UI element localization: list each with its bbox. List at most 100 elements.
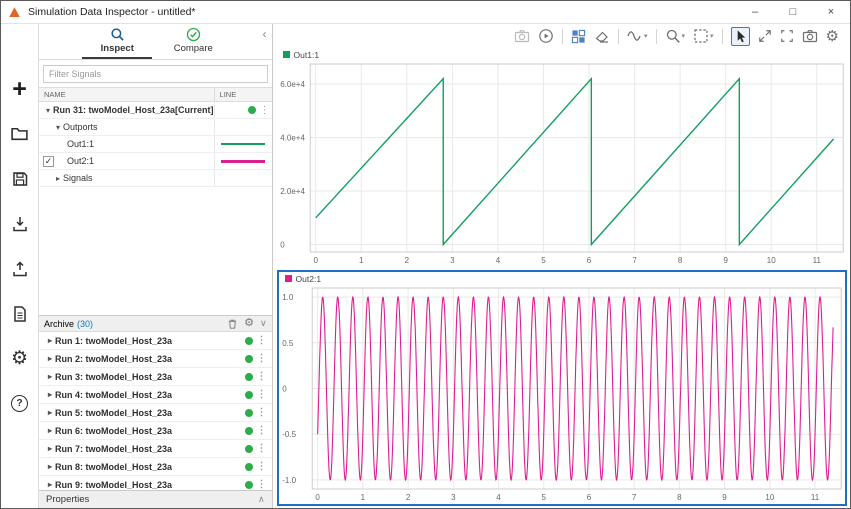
archive-run-label: Run 1: twoModel_Host_23a: [55, 335, 173, 346]
trash-icon[interactable]: [227, 318, 238, 330]
preferences-button[interactable]: ⚙: [7, 346, 33, 371]
expand-caret-icon[interactable]: ▸: [47, 444, 52, 453]
subplot-out2-selected[interactable]: Out2:1 0 1 2 3 4 5 6 7 8 9 10 11 1.0 0.5 0 -0.5 -1.0: [276, 270, 847, 506]
signals-group-row[interactable]: ▸ Signals: [39, 170, 272, 187]
kebab-menu-icon[interactable]: ⋮: [256, 407, 267, 418]
plot-canvas-out1[interactable]: 0 1 2 3 4 5 6 7 8 9 10 11 0 2.0e+4 4.0e+4 6.0e+4: [277, 61, 847, 267]
filter-signals-input[interactable]: [43, 65, 268, 83]
maximize-plot-button[interactable]: [758, 29, 772, 43]
outports-label: Outports: [63, 122, 98, 132]
plot-legend: Out2:1: [279, 272, 845, 285]
minimize-button[interactable]: –: [751, 6, 759, 18]
kebab-menu-icon[interactable]: ⋮: [256, 335, 267, 346]
kebab-menu-icon[interactable]: ⋮: [256, 389, 267, 400]
archive-run-row[interactable]: ▸ Run 3: twoModel_Host_23a ⋮: [39, 368, 272, 386]
expand-caret-icon[interactable]: ▸: [47, 408, 52, 417]
archive-run-label: Run 8: twoModel_Host_23a: [55, 461, 173, 472]
expand-caret-icon[interactable]: ▸: [47, 462, 52, 471]
outports-group-row[interactable]: ▾ Outports: [39, 119, 272, 136]
open-button[interactable]: [7, 121, 33, 146]
archive-header[interactable]: Archive (30) ⚙ ∨: [39, 315, 272, 332]
import-button[interactable]: [7, 211, 33, 236]
close-button[interactable]: ×: [827, 6, 835, 18]
kebab-menu-icon[interactable]: ⋮: [256, 425, 267, 436]
pointer-button[interactable]: [730, 26, 750, 46]
add-button[interactable]: +: [7, 76, 33, 101]
plot-legend: Out1:1: [277, 48, 847, 61]
run-status-dot: [244, 390, 253, 399]
properties-expand-icon[interactable]: ∧: [257, 494, 265, 504]
run-status-dot: [244, 462, 253, 471]
maximize-button[interactable]: □: [789, 6, 797, 18]
kebab-menu-icon[interactable]: ⋮: [256, 479, 267, 490]
signal-out2-label: Out2:1: [67, 156, 95, 166]
archive-run-row[interactable]: ▸ Run 5: twoModel_Host_23a ⋮: [39, 404, 272, 422]
archive-run-row[interactable]: ▸ Run 8: twoModel_Host_23a ⋮: [39, 458, 272, 476]
archive-run-row[interactable]: ▸ Run 9: twoModel_Host_23a ⋮: [39, 476, 272, 490]
signal-row-out1[interactable]: Out1:1: [39, 136, 272, 153]
svg-text:-0.5: -0.5: [282, 430, 296, 439]
expand-caret-icon[interactable]: ▸: [47, 372, 52, 381]
titlebar[interactable]: Simulation Data Inspector - untitled* – …: [1, 1, 850, 24]
left-toolbar: + ⚙ ?: [1, 24, 39, 508]
out2-line-swatch: [221, 159, 266, 163]
toolbar-divider: [562, 28, 563, 44]
report-button[interactable]: [7, 301, 33, 326]
collapse-caret-icon[interactable]: ▾: [55, 122, 60, 132]
expand-caret-icon[interactable]: ▸: [47, 354, 52, 363]
archive-run-label: Run 9: twoModel_Host_23a: [55, 479, 173, 490]
collapse-panel-button[interactable]: ‹: [262, 27, 267, 41]
replay-button[interactable]: [538, 28, 554, 44]
archive-run-row[interactable]: ▸ Run 1: twoModel_Host_23a ⋮: [39, 332, 272, 350]
inspect-panel: Inspect Compare ‹ NAME LINE ▾ Run 31: tw…: [39, 24, 273, 508]
export-button[interactable]: [7, 256, 33, 281]
archive-run-row[interactable]: ▸ Run 7: twoModel_Host_23a ⋮: [39, 440, 272, 458]
signal-trace-button[interactable]: ▾: [627, 28, 648, 44]
svg-text:3: 3: [451, 493, 456, 502]
signal-checkbox[interactable]: ✓: [43, 156, 54, 167]
archive-settings-icon[interactable]: ⚙: [244, 317, 254, 329]
tab-inspect-label: Inspect: [100, 43, 134, 54]
archive-run-row[interactable]: ▸ Run 4: twoModel_Host_23a ⋮: [39, 386, 272, 404]
expand-caret-icon[interactable]: ▸: [47, 480, 52, 489]
archive-collapse-icon[interactable]: ∨: [259, 318, 267, 328]
collapse-caret-icon[interactable]: ▾: [45, 105, 50, 115]
archive-run-row[interactable]: ▸ Run 2: twoModel_Host_23a ⋮: [39, 350, 272, 368]
clear-plots-button[interactable]: [594, 28, 610, 44]
plot-canvas-out2[interactable]: 0 1 2 3 4 5 6 7 8 9 10 11 1.0 0.5 0 -0.5 -1.0: [279, 285, 845, 504]
plot-settings-button[interactable]: ⚙: [826, 29, 839, 44]
expand-caret-icon[interactable]: ▸: [47, 390, 52, 399]
svg-text:0.5: 0.5: [282, 339, 294, 348]
save-button[interactable]: [7, 166, 33, 191]
fit-to-view-button[interactable]: ▾: [693, 28, 714, 44]
properties-bar[interactable]: Properties ∧: [39, 490, 272, 508]
kebab-menu-icon[interactable]: ⋮: [256, 461, 267, 472]
tab-compare-label: Compare: [173, 43, 213, 54]
tab-inspect[interactable]: Inspect: [82, 27, 153, 59]
dropdown-caret-icon: ▾: [644, 33, 648, 40]
expand-caret-icon[interactable]: ▸: [55, 173, 60, 183]
snapshot-button[interactable]: [802, 28, 818, 44]
expand-caret-icon[interactable]: ▸: [47, 336, 52, 345]
run-row[interactable]: ▾ Run 31: twoModel_Host_23a[Current] ⋮: [39, 102, 272, 119]
signal-row-out2[interactable]: ✓ Out2:1: [39, 153, 272, 170]
expand-caret-icon[interactable]: ▸: [47, 426, 52, 435]
kebab-menu-icon[interactable]: ⋮: [259, 104, 270, 116]
archive-run-row[interactable]: ▸ Run 6: twoModel_Host_23a ⋮: [39, 422, 272, 440]
kebab-menu-icon[interactable]: ⋮: [256, 371, 267, 382]
fullscreen-button[interactable]: [780, 29, 794, 43]
kebab-menu-icon[interactable]: ⋮: [256, 353, 267, 364]
zoom-button[interactable]: ▾: [665, 28, 685, 44]
run-status-dot: [244, 372, 253, 381]
tab-compare[interactable]: Compare: [158, 27, 228, 59]
properties-label: Properties: [46, 494, 90, 505]
kebab-menu-icon[interactable]: ⋮: [256, 443, 267, 454]
help-button[interactable]: ?: [7, 391, 33, 416]
subplot-out1[interactable]: Out1:1 0 1 2 3 4 5 6 7 8 9 10 11 0 2.0e+4 4.0e+4 6.0e+4: [276, 48, 847, 267]
svg-text:2: 2: [405, 493, 410, 502]
svg-text:5: 5: [541, 256, 546, 265]
record-button[interactable]: [514, 28, 530, 44]
archive-run-label: Run 4: twoModel_Host_23a: [55, 389, 173, 400]
layout-button[interactable]: [571, 29, 586, 44]
archive-run-label: Run 2: twoModel_Host_23a: [55, 353, 173, 364]
